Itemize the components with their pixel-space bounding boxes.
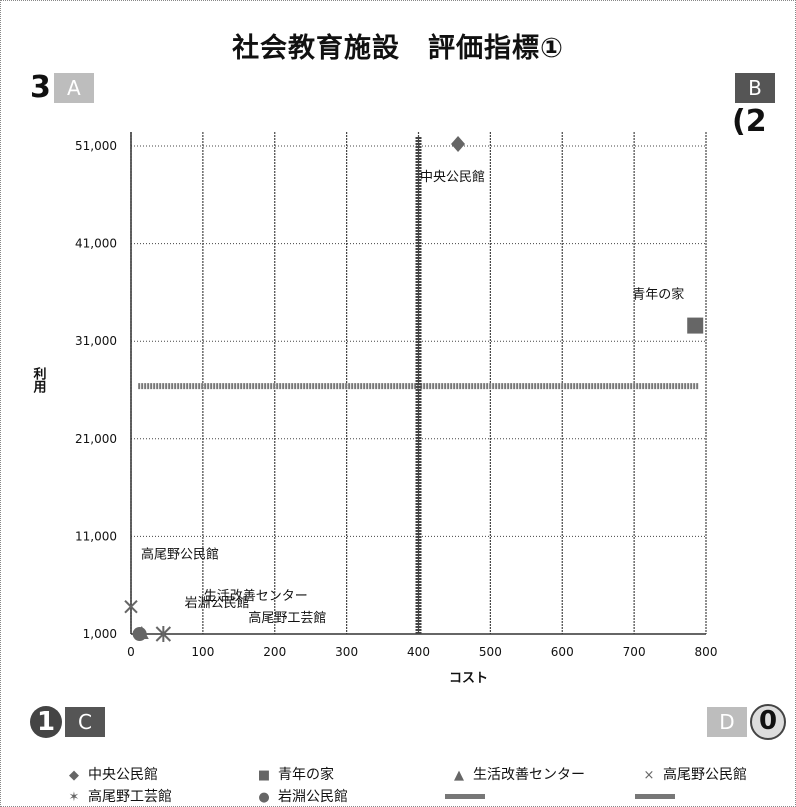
quadrant-number: 1 [30,705,62,738]
quadrant-top-right: B(2 [732,70,796,139]
legend-diamond-icon: ◆ [69,768,79,783]
quadrant-number: (2 [732,103,767,139]
legend-item: ● 岩淵公民館 [250,788,348,806]
y-tick-label: 41,000 [75,237,117,251]
y-tick-label: 21,000 [75,432,117,446]
legend-line-swatch [635,794,675,799]
legend-label: 青年の家 [278,767,334,783]
x-tick-label: 800 [695,645,718,659]
data-point-star [155,626,172,642]
quadrant-number: 0 [750,704,786,740]
x-axis-label: コスト [449,671,488,686]
data-point-square [687,317,704,334]
x-tick-label: 700 [623,645,646,659]
data-label: 中央公民館 [420,170,485,185]
marker-stroke [124,599,138,614]
data-label: 高尾野公民館 [141,547,219,563]
data-point-x [124,599,138,614]
data-label: 岩淵公民館 [185,596,250,611]
quadrant-box: D [707,707,747,737]
chart-title: 社会教育施設 評価指標① [232,33,564,64]
y-axis-label: 利用 [31,367,48,395]
legend-line-swatch [445,794,485,799]
x-tick-label: 0 [127,645,135,659]
data-label: 高尾野工芸館 [248,610,326,626]
quadrant-box: A [53,72,94,103]
quadrant-box: C [65,706,105,737]
x-tick-label: 100 [191,645,214,659]
legend-item: ✶ 高尾野工芸館 [60,788,172,806]
legend-star-icon: ✶ [68,790,80,805]
legend-item: × 高尾野公民館 [635,766,747,784]
legend-triangle-icon: ▲ [454,768,464,783]
legend-label: 中央公民館 [88,767,158,783]
y-tick-label: 31,000 [75,334,117,348]
x-tick-label: 200 [263,645,286,659]
data-point-diamond [451,136,466,153]
x-tick-label: 500 [479,645,502,659]
legend-label: 高尾野工芸館 [88,789,172,805]
legend-circle-icon: ● [258,790,270,805]
quadrant-number: 3 [30,69,51,105]
legend-square-icon: ■ [257,768,271,783]
legend-item: ■ 青年の家 [250,766,334,784]
x-tick-label: 300 [335,645,358,659]
data-label: 生活改善センター [204,588,308,604]
quadrant-box: B [735,72,775,103]
x-tick-label: 400 [407,645,430,659]
y-tick-label: 51,000 [75,139,117,153]
y-tick-label: 1,000 [83,627,117,641]
legend-x-icon: × [643,768,655,783]
legend-item: ◆ 中央公民館 [60,766,158,784]
legend-item: ▲ 生活改善センター [445,766,585,784]
legend-label: 高尾野公民館 [663,767,747,783]
data-label: 青年の家 [632,287,684,303]
y-tick-label: 11,000 [75,529,117,543]
data-point-circle [132,627,147,641]
x-tick-label: 600 [551,645,574,659]
legend-label: 岩淵公民館 [278,789,348,805]
legend-label: 生活改善センター [473,767,585,783]
